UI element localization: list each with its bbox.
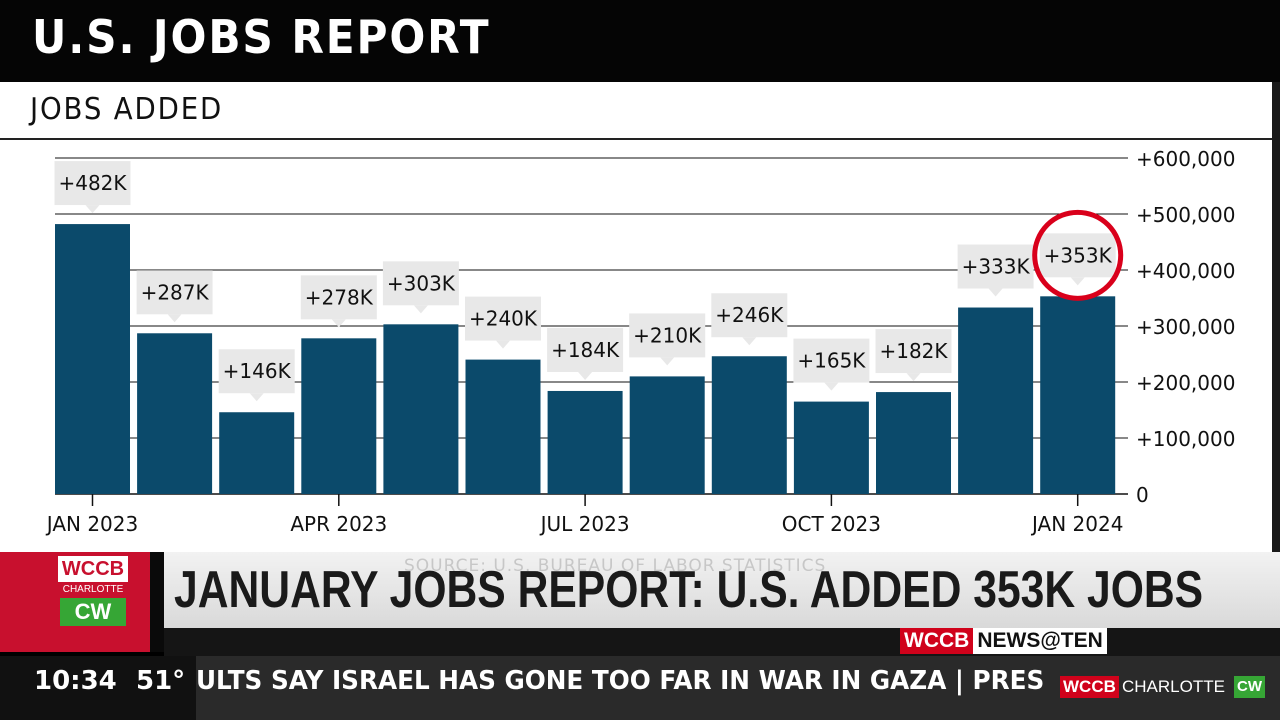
x-tick-label: APR 2023 [290, 512, 387, 536]
data-label-pointer [496, 340, 510, 349]
data-label-box [54, 161, 131, 206]
logo-cw: CW [60, 598, 126, 626]
bar [137, 333, 213, 494]
data-label-box [465, 296, 541, 341]
data-label: +165K [797, 349, 866, 373]
data-label: +210K [633, 323, 702, 347]
station-logo: WCCB CHARLOTTE CW [0, 552, 150, 652]
data-label-pointer [1070, 277, 1085, 286]
data-label-pointer [660, 357, 675, 366]
y-tick-label: +100,000 [1136, 427, 1235, 451]
x-tick-label: OCT 2023 [782, 512, 881, 536]
y-tick-label: +300,000 [1136, 315, 1235, 339]
data-label-box [875, 329, 952, 374]
ticker-end-logo: WCCB CHARLOTTE CW [1048, 656, 1280, 720]
data-label-box [382, 261, 459, 306]
bar [793, 401, 869, 494]
show-bug-station: WCCB [900, 628, 974, 654]
end-logo-charlotte: CHARLOTTE [1122, 677, 1225, 696]
data-label-pointer [249, 393, 264, 402]
data-label: +278K [305, 285, 374, 309]
data-label-box [300, 275, 377, 320]
logo-divider [150, 552, 164, 652]
y-tick-label: +600,000 [1136, 147, 1235, 171]
bar [1040, 296, 1116, 494]
data-label-pointer [331, 319, 346, 328]
headline-bar: SOURCE: U.S. BUREAU OF LABOR STATISTICS … [164, 552, 1280, 628]
ticker-temperature: 51° [136, 666, 186, 696]
show-bug-name: NEWS@TEN [973, 628, 1107, 654]
data-label-pointer [167, 314, 182, 323]
bar [55, 224, 130, 494]
bar [301, 338, 377, 494]
jobs-bar-chart: 0 +100,000 +200,000 +300,000 +400,000 +500,00… [45, 147, 1236, 536]
chart-source-text: SOURCE: U.S. BUREAU OF LABOR STATISTICS [404, 556, 827, 576]
data-label: +333K [962, 255, 1031, 279]
data-label: +303K [387, 271, 456, 295]
data-label-box [218, 349, 295, 394]
bar [958, 307, 1034, 494]
news-ticker: 10:34 51° ULTS SAY ISRAEL HAS GONE TOO F… [0, 656, 1280, 720]
data-label: +182K [879, 339, 948, 363]
end-logo-wccb: WCCB [1060, 676, 1119, 698]
data-label-box [136, 270, 213, 315]
data-label-pointer [578, 371, 593, 380]
bar [383, 324, 459, 494]
ticker-crawl-area: ULTS SAY ISRAEL HAS GONE TOO FAR IN WAR … [196, 656, 1048, 720]
chart-subtitle-bar: JOBS ADDED [0, 82, 1272, 140]
data-label-pointer [824, 382, 839, 391]
card-edge [1272, 82, 1280, 552]
data-label-pointer [413, 305, 428, 314]
y-tick-label: 0 [1136, 483, 1149, 507]
logo-wccb: WCCB [58, 556, 128, 582]
data-label-pointer [988, 288, 1003, 297]
data-label-pointer [85, 205, 100, 214]
bar [547, 390, 623, 494]
bar [629, 376, 705, 494]
report-title-bar: U.S. JOBS REPORT [0, 0, 1280, 82]
highlight-circle [1032, 209, 1124, 301]
x-tick-label: JUL 2023 [539, 512, 630, 536]
data-label: +353K [1044, 243, 1113, 267]
data-label: +287K [141, 280, 210, 304]
y-tick-label: +200,000 [1136, 371, 1235, 395]
data-label-box [711, 293, 788, 338]
bar [219, 412, 295, 494]
data-label: +246K [715, 303, 784, 327]
data-label: +240K [469, 307, 538, 331]
y-tick-label: +500,000 [1136, 203, 1235, 227]
x-tick-label: JAN 2023 [45, 512, 138, 536]
headline-text: JANUARY JOBS REPORT: U.S. ADDED 353K JOB… [174, 561, 1204, 619]
end-logo-cw: CW [1234, 676, 1265, 698]
y-tick-label: +400,000 [1136, 259, 1235, 283]
ticker-crawl-text: ULTS SAY ISRAEL HAS GONE TOO FAR IN WAR … [196, 666, 1045, 696]
logo-charlotte: CHARLOTTE [62, 584, 124, 595]
data-label: +184K [551, 338, 620, 362]
data-label-box [629, 313, 706, 358]
chart-subtitle: JOBS ADDED [30, 92, 224, 127]
data-label-box [1039, 233, 1116, 278]
report-title: U.S. JOBS REPORT [32, 10, 491, 64]
data-label-box [793, 338, 870, 383]
data-label-pointer [906, 373, 921, 382]
bar [711, 356, 787, 494]
data-label-pointer [742, 337, 757, 346]
lower-band [164, 628, 1280, 656]
data-label: +146K [223, 359, 292, 383]
data-label: +482K [58, 171, 127, 195]
x-tick-label: JAN 2024 [1030, 512, 1123, 536]
show-bug: WCCB NEWS@TEN [900, 628, 1107, 654]
data-label-box [957, 244, 1034, 289]
data-label-box [547, 327, 624, 372]
bar [876, 392, 951, 494]
ticker-time: 10:34 [34, 666, 117, 696]
bar [465, 359, 541, 494]
